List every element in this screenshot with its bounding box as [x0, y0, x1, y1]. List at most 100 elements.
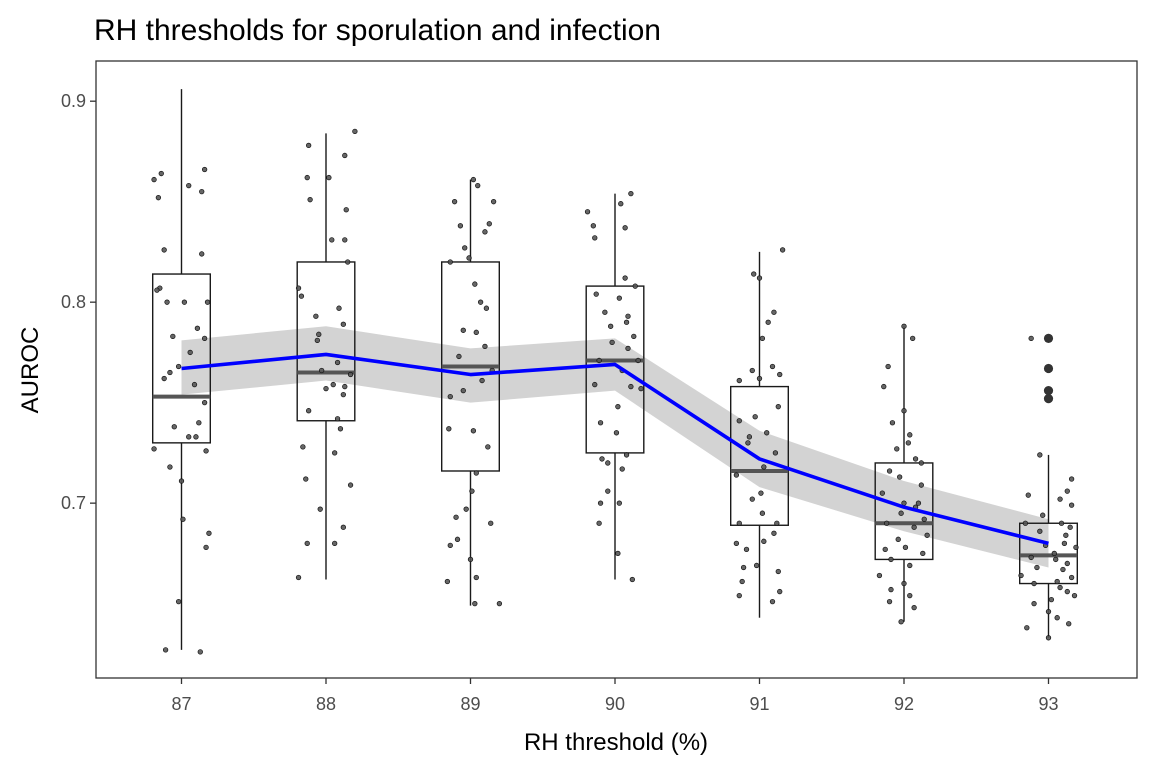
- jitter-point: [616, 295, 622, 301]
- jitter-point: [206, 530, 212, 536]
- jitter-point: [447, 259, 453, 265]
- jitter-point: [907, 432, 913, 438]
- jitter-point: [592, 235, 598, 241]
- jitter-point: [1037, 452, 1043, 458]
- jitter-point: [901, 323, 907, 329]
- jitter-point: [1048, 596, 1055, 603]
- x-axis-label: RH threshold (%): [524, 729, 708, 756]
- boxplot-93: [1019, 333, 1079, 638]
- jitter-point: [756, 375, 763, 382]
- jitter-point: [1068, 502, 1075, 508]
- jitter-point: [774, 520, 780, 526]
- outlier-point: [1043, 333, 1054, 343]
- jitter-point: [907, 562, 913, 569]
- jitter-points-layer: [151, 128, 1079, 655]
- jitter-point: [740, 564, 747, 571]
- jitter-point: [167, 464, 173, 470]
- jitter-point: [775, 404, 781, 410]
- jitter-point: [888, 586, 894, 593]
- jitter-point: [340, 321, 346, 327]
- jitter-point: [1028, 554, 1034, 561]
- jitter-point: [616, 500, 622, 506]
- jitter-point: [1064, 488, 1070, 494]
- jitter-point: [326, 174, 332, 181]
- jitter-point: [1068, 476, 1075, 482]
- jitter-point: [1064, 588, 1070, 595]
- box-iqr: [585, 285, 645, 454]
- trend-line-layer: [181, 352, 1049, 546]
- jitter-point: [876, 572, 883, 579]
- jitter-point: [920, 550, 926, 557]
- jitter-point: [912, 456, 919, 462]
- jitter-point: [347, 371, 354, 378]
- x-tick-label-88: 88: [316, 694, 336, 714]
- jitter-point: [901, 408, 907, 414]
- panel-border: [95, 60, 1138, 679]
- jitter-point: [910, 335, 916, 341]
- jitter-point: [746, 434, 753, 440]
- jitter-point: [469, 488, 475, 494]
- jitter-point: [161, 247, 167, 253]
- jitter-point: [628, 190, 634, 197]
- jitter-group-90: [584, 190, 644, 583]
- jitter-point: [342, 383, 348, 390]
- jitter-point: [1037, 528, 1043, 534]
- jitter-point: [161, 375, 167, 382]
- jitter-point: [191, 381, 198, 388]
- jitter-point: [615, 404, 621, 410]
- jitter-point: [777, 588, 783, 595]
- jitter-point: [199, 251, 205, 257]
- jitter-point: [771, 309, 777, 315]
- jitter-point: [337, 426, 344, 432]
- jitter-point: [180, 516, 186, 522]
- jitter-point: [622, 225, 628, 231]
- x-tick-label-87: 87: [171, 694, 191, 714]
- jitter-point: [736, 418, 742, 424]
- jitter-point: [1058, 520, 1065, 526]
- jitter-point: [623, 452, 630, 458]
- jitter-point: [882, 546, 888, 553]
- jitter-point: [482, 343, 488, 350]
- jitter-point: [462, 245, 468, 251]
- jitter-point: [201, 335, 208, 341]
- jitter-point: [584, 209, 591, 215]
- jitter-point: [898, 619, 904, 625]
- x-tick-label-93: 93: [1038, 694, 1058, 714]
- jitter-point: [300, 444, 306, 450]
- jitter-point: [599, 456, 605, 462]
- x-tick-label-89: 89: [460, 694, 480, 714]
- jitter-point: [1053, 556, 1059, 563]
- jitter-group-91: [733, 247, 786, 605]
- jitter-point: [154, 287, 160, 293]
- jitter-point: [1064, 560, 1070, 567]
- jitter-point: [765, 319, 771, 325]
- jitter-point: [470, 428, 477, 434]
- jitter-point: [897, 474, 903, 480]
- jitter-point: [1045, 635, 1052, 641]
- jitter-point: [1028, 335, 1034, 341]
- jitter-point: [918, 482, 924, 488]
- jitter-point: [329, 237, 335, 243]
- jitter-point: [1071, 592, 1078, 599]
- jitter-point: [1034, 564, 1040, 571]
- jitter-point: [1057, 584, 1063, 591]
- jitter-point: [632, 283, 638, 289]
- jitter-point: [203, 448, 209, 454]
- box-iqr: [1019, 522, 1079, 585]
- jitter-point: [313, 313, 319, 319]
- trend-line: [181, 352, 1049, 546]
- jitter-point: [924, 532, 930, 538]
- jitter-point: [316, 331, 322, 337]
- jitter-point: [618, 201, 624, 207]
- jitter-point: [628, 383, 634, 390]
- jitter-point: [170, 333, 176, 339]
- y-tick-label-0.9: 0.9: [61, 91, 86, 111]
- jitter-point: [597, 500, 604, 506]
- jitter-point: [921, 516, 927, 522]
- boxplot-89: [441, 179, 501, 606]
- jitter-point: [761, 538, 767, 544]
- jitter-point: [323, 385, 329, 392]
- jitter-point: [340, 391, 346, 398]
- jitter-point: [1031, 580, 1037, 587]
- jitter-point: [884, 520, 890, 526]
